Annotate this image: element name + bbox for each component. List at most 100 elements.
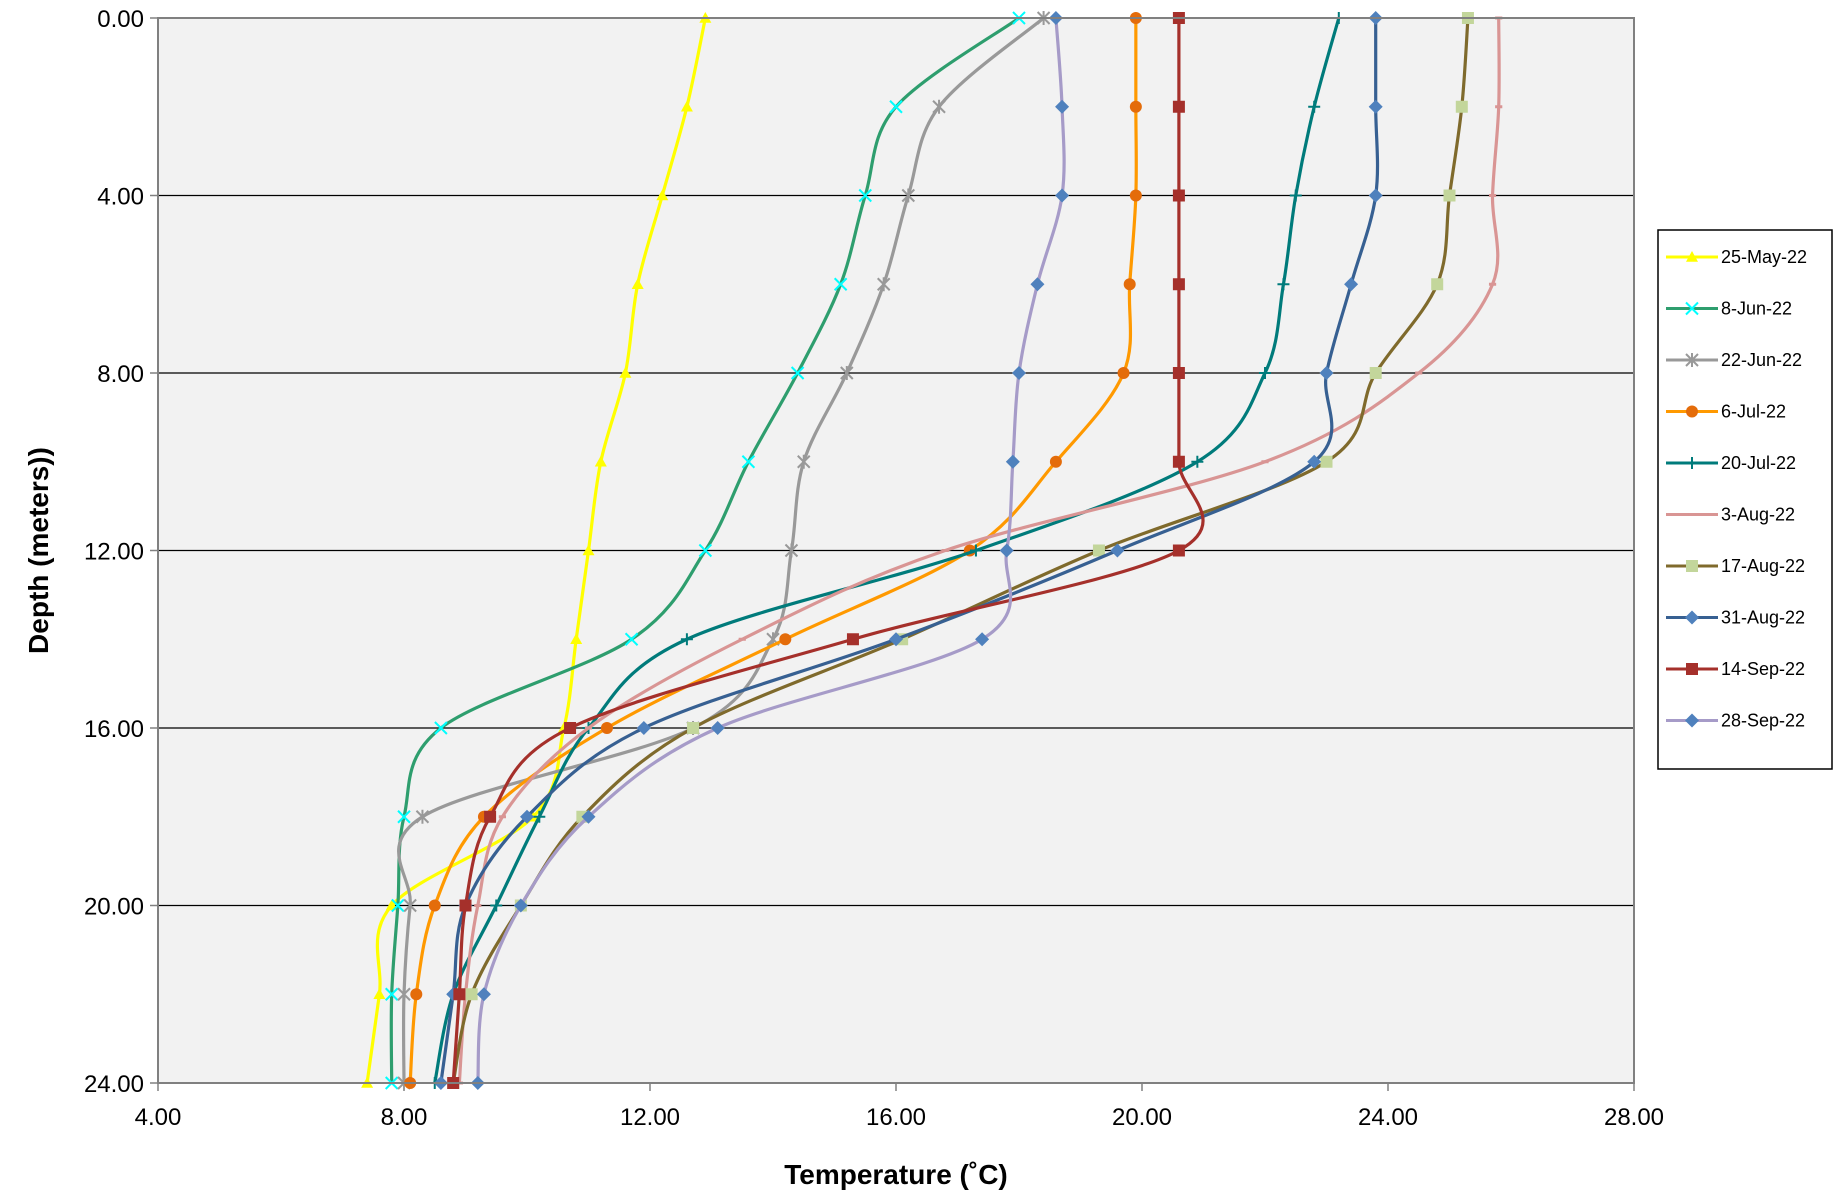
data-point: [1123, 278, 1136, 291]
legend-label: 25-May-22: [1721, 247, 1807, 267]
data-point: [1344, 277, 1359, 292]
data-point: [1319, 366, 1334, 380]
data-point: [513, 898, 528, 913]
data-point: [1685, 301, 1699, 316]
series-line: [451, 18, 1205, 1084]
data-point: [1172, 455, 1185, 468]
x-tick-label: 24.00: [1358, 1104, 1418, 1131]
data-point: [687, 722, 700, 734]
data-point: [582, 544, 595, 556]
data-point: [415, 809, 430, 824]
data-point: [631, 278, 644, 290]
data-point: [636, 721, 651, 735]
data-point: [564, 722, 577, 734]
data-point: [1686, 251, 1698, 262]
data-point: [619, 367, 632, 378]
data-point: [1172, 100, 1185, 113]
legend-label: 28-Sep-22: [1721, 711, 1805, 731]
data-point: [999, 543, 1014, 558]
data-point: [975, 632, 990, 647]
data-point: [434, 721, 448, 735]
data-point: [1055, 188, 1070, 203]
y-tick-label: 20.00: [84, 894, 144, 921]
series-line: [433, 17, 1341, 1084]
series-line: [457, 17, 1501, 1084]
legend-label: 31-Aug-22: [1721, 608, 1805, 628]
y-tick-label: 12.00: [84, 539, 144, 566]
data-point: [1191, 455, 1204, 468]
data-point: [1368, 99, 1383, 114]
data-point: [1259, 367, 1271, 379]
y-axis-title: Depth (meters)): [23, 447, 54, 654]
data-point: [1172, 544, 1185, 557]
legend-label: 3-Aug-22: [1721, 505, 1795, 525]
data-point: [698, 543, 713, 558]
legend-item: 31-Aug-22: [1666, 608, 1805, 628]
data-point: [1129, 189, 1142, 202]
x-tick-label: 4.00: [135, 1104, 182, 1131]
series-14-Sep-22: [447, 12, 1205, 1089]
data-point: [1172, 189, 1185, 202]
series-22-Jun-22: [397, 11, 1051, 1090]
data-point: [1455, 100, 1468, 113]
x-tick-label: 20.00: [1112, 1104, 1172, 1131]
data-point: [741, 455, 756, 469]
data-point: [840, 366, 854, 380]
data-point: [490, 899, 503, 912]
y-tick-label: 4.00: [97, 184, 144, 211]
data-point: [1685, 353, 1699, 367]
data-point: [384, 987, 399, 1001]
y-tick-label: 0.00: [97, 6, 144, 33]
data-point: [833, 277, 848, 291]
legend-label: 6-Jul-22: [1721, 402, 1786, 422]
series-line: [408, 18, 1138, 1084]
data-point: [373, 988, 386, 1000]
data-point: [533, 810, 546, 823]
data-point: [680, 633, 693, 646]
legend-label: 22-Jun-22: [1721, 350, 1802, 370]
legend-label: 20-Jul-22: [1721, 453, 1796, 473]
legend-box: [1657, 229, 1833, 770]
data-point: [1307, 454, 1322, 469]
data-point: [1012, 366, 1026, 380]
y-tick-label: 8.00: [97, 361, 144, 388]
data-point: [969, 544, 982, 557]
data-point: [1005, 454, 1020, 469]
data-point: [784, 543, 799, 558]
y-tick-label: 16.00: [84, 716, 144, 743]
legend-item: 17-Aug-22: [1666, 556, 1805, 576]
data-point: [465, 988, 478, 1001]
data-point: [1686, 457, 1698, 469]
x-axis-ticks: 4.00 8.00 12.00 16.00 20.00 24.00 28.00: [135, 1083, 1664, 1131]
data-point: [680, 100, 693, 112]
data-point: [1368, 188, 1383, 203]
data-point: [889, 100, 903, 114]
data-point: [1308, 100, 1321, 113]
x-tick-label: 8.00: [381, 1104, 428, 1131]
data-point: [846, 633, 859, 646]
plot-border: [157, 17, 1635, 1084]
legend-item: 25-May-22: [1666, 247, 1807, 267]
legend-label: 14-Sep-22: [1721, 659, 1805, 679]
data-point: [1172, 367, 1185, 379]
legend-item: 28-Sep-22: [1666, 711, 1805, 731]
legend-label: 8-Jun-22: [1721, 299, 1792, 319]
data-point: [1369, 367, 1382, 379]
data-point: [410, 988, 423, 1001]
legend-label: 17-Aug-22: [1721, 556, 1805, 576]
legend-item: 3-Aug-22: [1666, 505, 1795, 525]
series-20-Jul-22: [428, 12, 1345, 1089]
x-tick-label: 12.00: [620, 1104, 680, 1131]
data-point: [1117, 367, 1130, 379]
y-tick-label: 24.00: [84, 1071, 144, 1098]
data-point: [1686, 405, 1698, 418]
data-point: [581, 809, 596, 824]
data-point: [1289, 189, 1302, 202]
series-line: [476, 17, 1066, 1084]
data-point: [797, 454, 811, 469]
data-point: [1049, 455, 1062, 468]
x-tick-label: 16.00: [866, 1104, 926, 1131]
series-8-Jun-22: [384, 11, 1026, 1090]
data-point: [476, 987, 491, 1002]
data-point: [1431, 278, 1444, 291]
